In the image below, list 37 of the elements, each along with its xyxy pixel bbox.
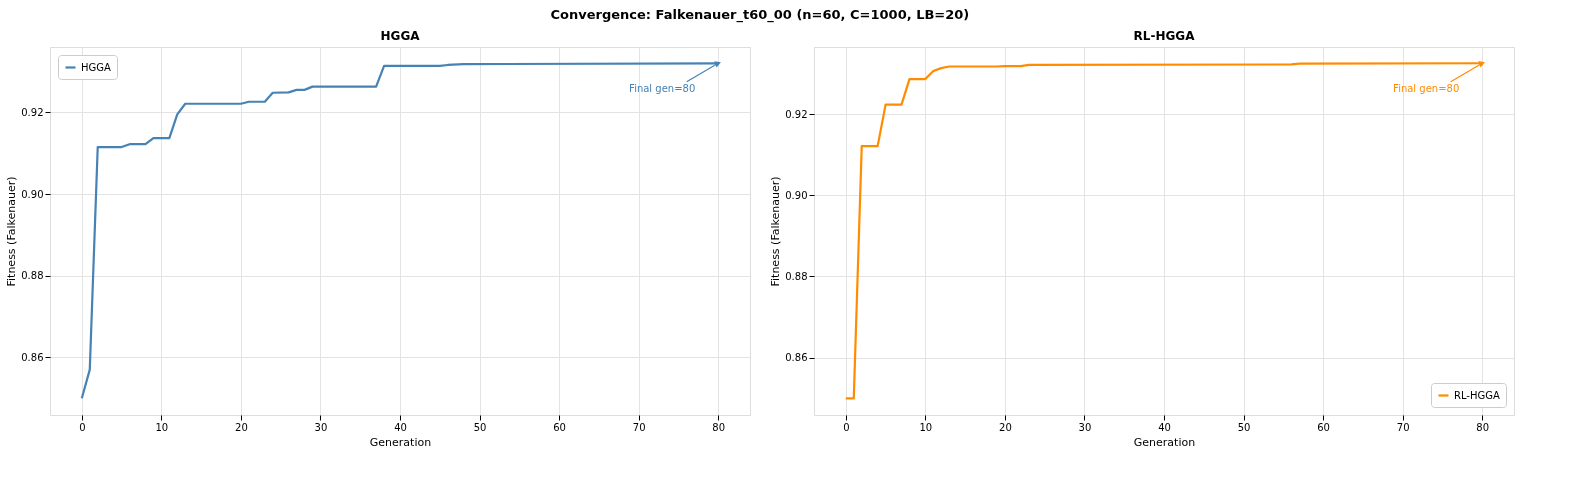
x-tick-label: 80 bbox=[712, 421, 726, 433]
x-tick-label: 30 bbox=[1078, 421, 1092, 433]
x-tick-label: 50 bbox=[1237, 421, 1251, 433]
y-tick-label: 0.92 bbox=[21, 106, 44, 118]
x-tick-label: 40 bbox=[394, 421, 407, 433]
chart-title: HGGA bbox=[380, 29, 421, 43]
y-tick-label: 0.90 bbox=[21, 188, 44, 200]
x-tick-label: 60 bbox=[1317, 421, 1330, 433]
legend-label: HGGA bbox=[81, 61, 112, 73]
y-tick-label: 0.86 bbox=[21, 351, 44, 363]
chart-title: RL-HGGA bbox=[1133, 29, 1196, 43]
x-axis-title: Generation bbox=[1133, 435, 1196, 449]
x-tick-label: 0 bbox=[843, 421, 850, 433]
x-tick-label: 10 bbox=[155, 421, 169, 433]
legend-label: RL-HGGA bbox=[1454, 389, 1500, 401]
annotation: Final gen=80 bbox=[1393, 83, 1460, 95]
x-tick-label: 70 bbox=[632, 421, 646, 433]
x-tick-label: 0 bbox=[79, 421, 86, 433]
y-axis-title: Fitness (Falkenauer) bbox=[769, 176, 783, 287]
text: Convergence: Falkenauer_t60_00 (n=60, C=1000, LB=20) bbox=[550, 6, 970, 23]
x-tick-label: 30 bbox=[314, 421, 328, 433]
annotation: Final gen=80 bbox=[629, 83, 696, 95]
y-tick-label: 0.92 bbox=[785, 108, 808, 120]
x-tick-label: 40 bbox=[1158, 421, 1171, 433]
x-tick-label: 80 bbox=[1476, 421, 1490, 433]
x-axis-title: Generation bbox=[369, 435, 432, 449]
y-tick-label: 0.90 bbox=[785, 189, 808, 201]
x-tick-label: 50 bbox=[473, 421, 487, 433]
x-tick-label: 10 bbox=[919, 421, 933, 433]
x-tick-label: 60 bbox=[553, 421, 566, 433]
x-tick-label: 20 bbox=[235, 421, 248, 433]
y-tick-label: 0.88 bbox=[21, 270, 44, 282]
x-tick-label: 20 bbox=[999, 421, 1012, 433]
y-tick-label: 0.86 bbox=[785, 352, 808, 364]
y-axis-title: Fitness (Falkenauer) bbox=[5, 176, 19, 287]
x-tick-label: 70 bbox=[1396, 421, 1410, 433]
y-tick-label: 0.88 bbox=[785, 270, 808, 282]
